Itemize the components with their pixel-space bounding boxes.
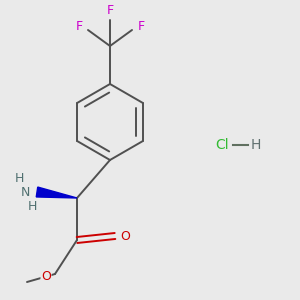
Text: Cl: Cl [215, 138, 229, 152]
Text: O: O [41, 271, 51, 284]
Polygon shape [36, 187, 77, 198]
Text: N: N [20, 187, 30, 200]
Text: H: H [14, 172, 24, 185]
Text: F: F [106, 4, 114, 17]
Text: F: F [75, 20, 82, 32]
Text: H: H [251, 138, 261, 152]
Text: H: H [27, 200, 37, 214]
Text: O: O [120, 230, 130, 242]
Text: F: F [137, 20, 145, 32]
